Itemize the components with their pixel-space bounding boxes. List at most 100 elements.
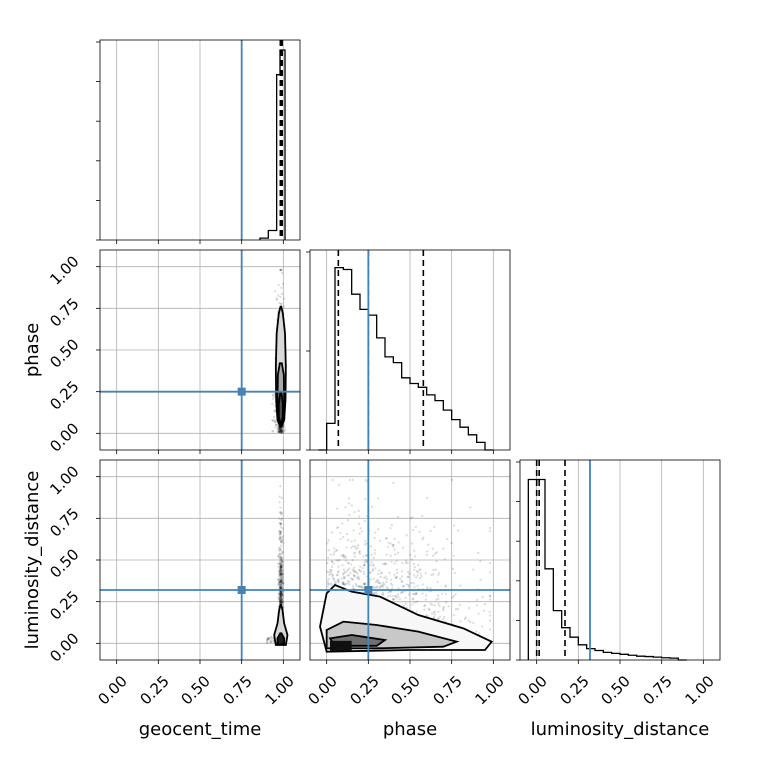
sample-point: [271, 402, 274, 406]
sample-point: [280, 600, 283, 604]
sample-point: [372, 564, 375, 568]
sample-point: [353, 574, 356, 578]
sample-point: [279, 565, 283, 568]
sample-point: [437, 597, 440, 601]
sample-point: [337, 581, 341, 584]
sample-point: [374, 531, 377, 534]
sample-point: [469, 506, 472, 509]
sample-point: [329, 568, 332, 572]
sample-point: [357, 515, 361, 518]
sample-point: [488, 594, 492, 598]
sample-point: [332, 562, 336, 566]
sample-point: [419, 568, 422, 571]
sample-point: [365, 554, 368, 557]
sample-point: [382, 562, 385, 566]
sample-point: [434, 568, 437, 572]
sample-point: [273, 420, 277, 424]
sample-point: [382, 593, 385, 596]
sample-point: [488, 610, 491, 614]
sample-point: [281, 575, 284, 579]
sample-point: [279, 567, 282, 570]
sample-point: [280, 268, 283, 272]
sample-point: [375, 592, 378, 596]
sample-point: [348, 513, 351, 517]
sample-point: [390, 523, 394, 527]
sample-point: [279, 485, 282, 488]
sample-point: [280, 599, 283, 602]
sample-point: [341, 564, 344, 567]
sample-point: [277, 294, 280, 297]
sample-point: [280, 593, 283, 597]
sample-point: [280, 593, 284, 596]
sample-point: [279, 572, 283, 576]
sample-point: [483, 603, 487, 606]
sample-point: [281, 535, 284, 538]
sample-point: [335, 549, 339, 552]
sample-point: [467, 606, 471, 610]
sample-point: [379, 581, 382, 585]
sample-point: [358, 585, 362, 589]
sample-point: [452, 594, 455, 598]
sample-point: [414, 525, 417, 529]
sample-point: [339, 531, 342, 535]
sample-point: [385, 562, 388, 565]
sample-point: [430, 603, 434, 606]
sample-point: [279, 564, 283, 568]
sample-point: [280, 592, 284, 595]
sample-point: [279, 530, 283, 533]
sample-point: [279, 602, 282, 605]
sample-point: [276, 427, 279, 431]
sample-point: [281, 585, 284, 589]
sample-point: [384, 537, 388, 540]
sample-point: [352, 566, 356, 570]
sample-point: [278, 597, 281, 601]
sample-point: [280, 427, 283, 430]
sample-point: [272, 415, 276, 419]
sample-point: [280, 427, 284, 430]
sample-point: [282, 605, 285, 609]
sample-point: [488, 529, 492, 533]
sample-point: [278, 536, 282, 539]
sample-point: [395, 568, 399, 571]
sample-point: [279, 579, 283, 583]
sample-point: [277, 426, 280, 429]
sample-point: [278, 428, 282, 432]
sample-point: [279, 587, 282, 590]
sample-point: [269, 635, 273, 638]
sample-point: [281, 582, 285, 585]
sample-point: [279, 303, 283, 306]
sample-point: [282, 430, 285, 433]
sample-point: [479, 559, 482, 563]
sample-point: [279, 532, 282, 536]
sample-point: [279, 569, 282, 572]
sample-point: [452, 524, 456, 527]
sample-point: [358, 532, 361, 535]
sample-point: [277, 430, 280, 434]
sample-point: [279, 569, 282, 572]
sample-point: [280, 429, 283, 432]
sample-point: [277, 592, 281, 596]
sample-point: [342, 568, 346, 571]
sample-point: [275, 297, 278, 300]
sample-point: [279, 592, 282, 596]
sample-point: [278, 569, 281, 573]
sample-point: [278, 537, 281, 541]
sample-point: [352, 568, 355, 572]
sample-point: [277, 565, 280, 568]
sample-point: [279, 564, 282, 567]
sample-point: [270, 639, 273, 642]
sample-point: [402, 584, 405, 588]
sample-point: [385, 553, 388, 556]
sample-point: [362, 570, 366, 574]
sample-point: [280, 565, 283, 569]
sample-point: [376, 528, 380, 531]
sample-point: [454, 592, 457, 596]
sample-point: [280, 302, 283, 305]
sample-point: [279, 591, 283, 594]
sample-point: [347, 561, 350, 564]
sample-point: [277, 592, 281, 595]
sample-point: [386, 595, 390, 598]
x-tick-label: 0.50: [387, 672, 423, 708]
sample-point: [277, 428, 281, 431]
sample-point: [349, 577, 353, 580]
